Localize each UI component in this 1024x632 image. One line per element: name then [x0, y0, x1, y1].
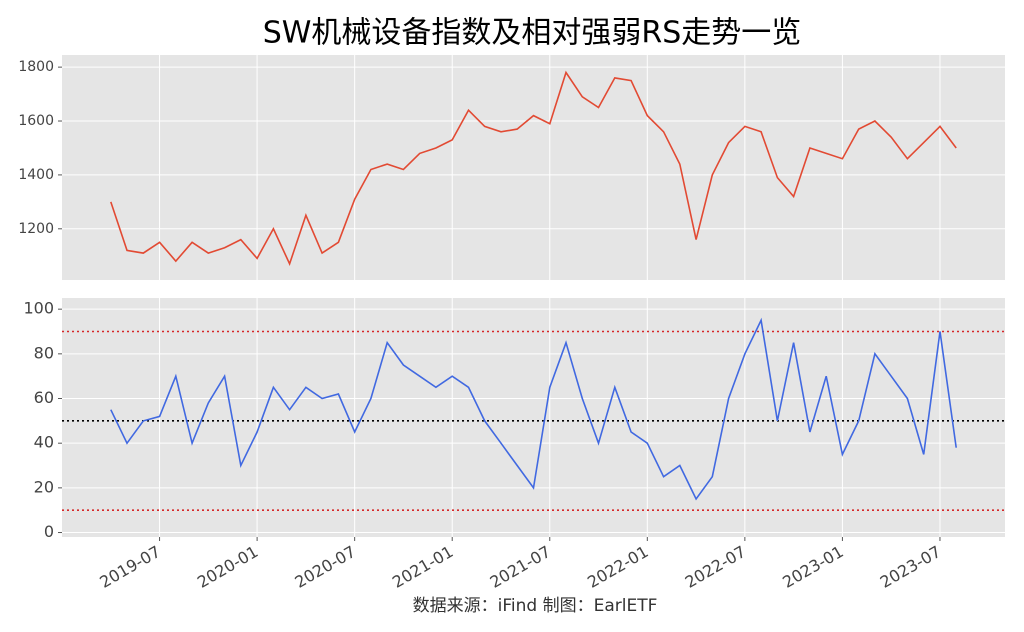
- chart-title: SW机械设备指数及相对强弱RS走势一览: [263, 16, 802, 51]
- x-tick-label: 2023-01: [779, 542, 846, 592]
- source-note: 数据来源：iFind 制图：EarlETF: [413, 596, 658, 616]
- y-tick-label: 80: [34, 343, 54, 362]
- x-tick-label: 2020-01: [194, 542, 261, 592]
- data-line: [110, 70, 957, 266]
- y-tick-label: 0: [44, 522, 54, 541]
- x-tick-label: 2022-07: [682, 542, 749, 592]
- y-tick-label: 1600: [18, 113, 54, 129]
- y-tick-label: 1200: [18, 221, 54, 237]
- y-tick-label: 100: [23, 299, 54, 318]
- x-tick-label: 2019-07: [96, 542, 163, 592]
- plot-area: [62, 298, 1005, 537]
- x-tick-label: 2023-07: [877, 542, 944, 592]
- y-tick-label: 20: [34, 477, 54, 496]
- data-line: [110, 317, 957, 501]
- y-tick-label: 40: [34, 433, 54, 452]
- x-tick-label: 2022-01: [584, 542, 651, 592]
- y-tick-label: 1400: [18, 167, 54, 183]
- y-tick-label: 60: [34, 388, 54, 407]
- y-tick-label: 1800: [18, 59, 54, 75]
- x-tick-label: 2020-07: [292, 542, 359, 592]
- plot-area: [62, 55, 1005, 280]
- x-tick-label: 2021-01: [389, 542, 456, 592]
- x-tick-label: 2021-07: [487, 542, 554, 592]
